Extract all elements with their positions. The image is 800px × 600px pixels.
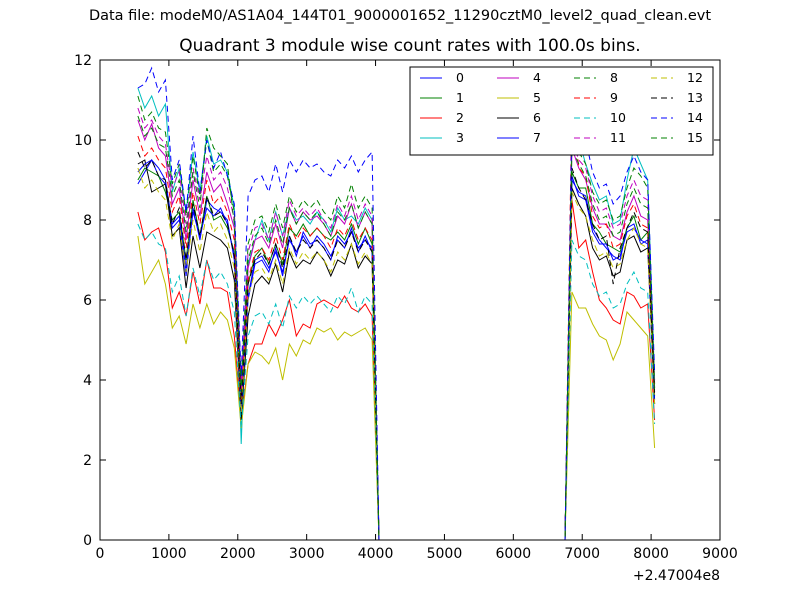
legend-label-1: 1 [456,90,464,105]
legend-label-5: 5 [533,90,541,105]
legend-label-15: 15 [687,130,703,145]
series-line-0 [137,158,656,541]
series-line-10 [137,223,656,541]
y-tick-label: 6 [83,293,92,309]
y-tick-label: 4 [83,373,92,389]
x-tick-label: 4000 [358,546,394,562]
x-tick-label: 0 [96,546,105,562]
plot-lines [137,66,656,541]
series-line-15 [137,115,656,541]
series-line-6 [137,159,656,541]
y-tick-label: 2 [83,453,92,469]
x-tick-label: 5000 [427,546,463,562]
axis-ticks: 0 1000 2000 3000 4000 5000 6000 7000 8000 9000 0 2 4… [74,53,738,562]
x-tick-label: 3000 [289,546,325,562]
legend-label-8: 8 [610,70,618,85]
legend-label-2: 2 [456,110,464,125]
legend-label-6: 6 [533,110,541,125]
x-tick-label: 8000 [633,546,669,562]
y-tick-label: 10 [74,133,92,149]
legend-label-14: 14 [687,110,703,125]
legend-label-10: 10 [610,110,626,125]
series-line-11 [137,107,656,541]
x-offset-label: +2.47004e8 [633,568,720,584]
y-tick-label: 12 [74,53,92,69]
x-tick-label: 1000 [151,546,187,562]
series-line-7 [137,159,656,541]
y-tick-label: 8 [83,213,92,229]
series-line-3 [137,87,656,541]
series-line-2 [137,199,656,541]
x-tick-label: 6000 [496,546,532,562]
series-line-9 [137,99,656,541]
legend-label-11: 11 [610,130,626,145]
series-line-12 [137,167,656,541]
figure-suptitle: Data file: modeM0/AS1A04_144T01_90000016… [88,8,712,24]
series-line-13 [137,151,656,541]
x-tick-label: 2000 [220,546,256,562]
chart-title: Quadrant 3 module wise count rates with … [179,36,641,56]
legend-label-7: 7 [533,130,541,145]
x-tick-label: 9000 [702,546,738,562]
legend-box [409,66,714,156]
legend-label-4: 4 [533,70,541,85]
legend-label-12: 12 [687,70,703,85]
legend-label-0: 0 [456,70,464,85]
legend-label-9: 9 [610,90,618,105]
x-tick-label: 7000 [564,546,600,562]
series-line-8 [137,95,656,541]
series-line-1 [137,167,656,541]
y-tick-label: 0 [83,533,92,549]
legend-label-3: 3 [456,130,464,145]
series-line-5 [137,235,656,541]
series-line-14 [137,66,656,541]
legend-label-13: 13 [687,90,703,105]
